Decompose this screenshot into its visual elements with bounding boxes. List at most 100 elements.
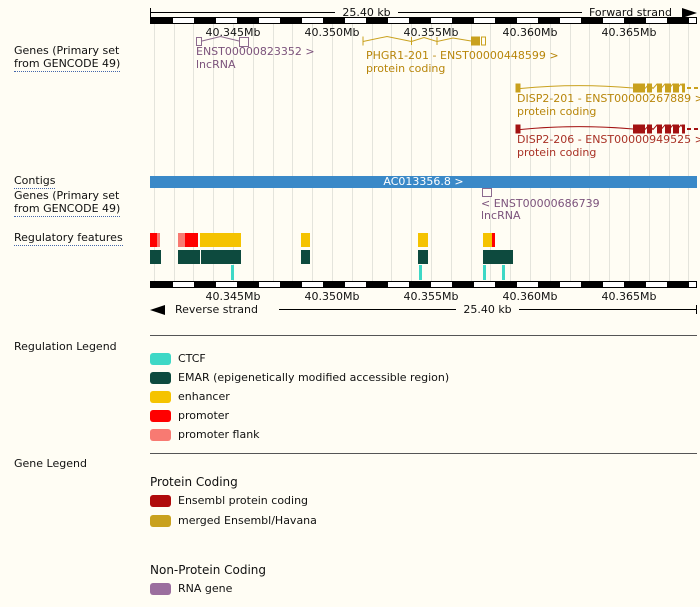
gene-label-id[interactable]: DISP2-206 - ENST00000949525 > (517, 133, 700, 146)
gene-label-id[interactable]: PHGR1-201 - ENST00000448599 > (366, 49, 559, 62)
emar-swatch (150, 371, 171, 384)
track-label-line: Contigs (14, 174, 56, 189)
gene-track-canvas (196, 35, 699, 197)
track-label-genes-reverse[interactable]: Genes (Primary set from GENCODE 49) (14, 189, 121, 217)
regfeat-emar[interactable] (418, 250, 428, 264)
gene-legend-heading-nonprotein: Non-Protein Coding (150, 563, 267, 577)
tick-label: 40.355Mb (403, 290, 459, 303)
gridline (688, 24, 690, 281)
legend-label: EMAR (epigenetically modified accessible… (178, 371, 450, 384)
gene-label-biotype: lncRNA (481, 209, 521, 222)
top-tick-labels: 40.345Mb 40.350Mb 40.355Mb 40.360Mb 40.3… (0, 26, 700, 39)
regfeat-enhancer[interactable] (301, 233, 310, 247)
top-scale-bar (150, 17, 697, 24)
tick-label: 40.360Mb (502, 26, 558, 39)
legend-item-ctcf: CTCF (150, 352, 206, 365)
gridline (589, 24, 591, 281)
track-label-regulatory[interactable]: Regulatory features (14, 231, 123, 246)
ruler-line (397, 12, 582, 13)
legend-divider (150, 453, 697, 454)
track-label-genes-forward[interactable]: Genes (Primary set from GENCODE 49) (14, 44, 121, 72)
gene-label-id[interactable]: < ENST00000686739 (481, 197, 600, 210)
tick-label: 40.360Mb (502, 290, 558, 303)
bottom-ruler: Reverse strand 25.40 kb (150, 303, 698, 316)
gridline (213, 24, 215, 281)
bottom-scale-bar (150, 281, 697, 288)
gridline (510, 24, 512, 281)
enhancer-swatch (150, 390, 171, 403)
gridline (272, 24, 274, 281)
ruler-line (278, 309, 457, 310)
gridline (450, 24, 452, 281)
regfeat-promoter-flank[interactable] (178, 233, 185, 247)
legend-label: promoter flank (178, 428, 260, 441)
gridline (351, 24, 353, 281)
gene-label-id[interactable]: ENST00000823352 > (196, 45, 315, 58)
gridline (648, 24, 650, 281)
regfeat-promoter[interactable] (185, 233, 198, 247)
tick-label: 40.350Mb (304, 26, 360, 39)
regfeat-emar[interactable] (483, 250, 513, 264)
legend-item-promoter-flank: promoter flank (150, 428, 260, 441)
regfeat-promoter[interactable] (492, 233, 495, 247)
tick-label: 40.365Mb (601, 290, 657, 303)
gridline (252, 24, 254, 281)
regfeat-emar[interactable] (201, 250, 241, 264)
regfeat-ctcf[interactable] (502, 265, 505, 280)
regfeat-ctcf[interactable] (419, 265, 422, 280)
scale-length-label: 25.40 kb (463, 303, 512, 316)
ruler-left-tick (150, 8, 151, 17)
track-label-line: Regulatory features (14, 231, 123, 246)
track-label-line: from GENCODE 49) (14, 202, 121, 217)
gene-DISP2-206[interactable] (515, 124, 699, 134)
legend-label: enhancer (178, 390, 230, 403)
regfeat-enhancer[interactable] (483, 233, 492, 247)
forward-strand-label: Forward strand (589, 6, 672, 19)
legend-item-rna-gene: RNA gene (150, 582, 232, 595)
gridline (609, 24, 611, 281)
regfeat-enhancer[interactable] (200, 233, 241, 247)
gridline (629, 24, 630, 281)
scale-length-label: 25.40 kb (342, 6, 391, 19)
regfeat-enhancer[interactable] (418, 233, 428, 247)
legend-item-emar: EMAR (epigenetically modified accessible… (150, 371, 449, 384)
gridline (668, 24, 670, 281)
regfeat-ctcf[interactable] (231, 265, 234, 280)
gene-ENST00000686739[interactable] (482, 188, 492, 197)
track-label-contigs[interactable]: Contigs (14, 174, 56, 189)
gene-ENST00000823352[interactable] (196, 35, 249, 47)
regfeat-emar[interactable] (150, 250, 161, 264)
gene-label-biotype: protein coding (366, 62, 446, 75)
tick-label: 40.365Mb (601, 26, 657, 39)
gridline (153, 24, 155, 281)
gene-PHGR1-201[interactable] (362, 35, 486, 46)
regfeat-emar[interactable] (178, 250, 200, 264)
legend-label: Ensembl protein coding (178, 494, 309, 507)
ruler-line (518, 309, 697, 310)
ruler-line (151, 12, 336, 13)
gridline (371, 24, 373, 281)
contig-name: AC013356.8 > (383, 175, 464, 188)
promoter-swatch (150, 409, 171, 422)
gridline (312, 24, 314, 281)
gene-legend-heading-protein: Protein Coding (150, 475, 238, 489)
contig-bar[interactable]: AC013356.8 > (150, 176, 697, 188)
legend-item-ensembl-protein-coding: Ensembl protein coding (150, 494, 308, 507)
gridline (411, 24, 413, 281)
regfeat-promoter[interactable] (150, 233, 157, 247)
legend-label: CTCF (178, 352, 206, 365)
gridline (549, 24, 551, 281)
gene-label-id[interactable]: DISP2-201 - ENST00000267889 > (517, 92, 700, 105)
regfeat-ctcf[interactable] (483, 265, 486, 280)
gene-DISP2-201[interactable] (515, 83, 699, 93)
gridline (332, 24, 333, 281)
tick-label: 40.345Mb (205, 26, 261, 39)
reverse-strand-arrow-icon (150, 304, 165, 315)
gridline (391, 24, 393, 281)
regfeat-emar[interactable] (301, 250, 310, 264)
track-label-line: from GENCODE 49) (14, 57, 121, 72)
rna-gene-swatch (150, 582, 171, 595)
legend-label: promoter (178, 409, 230, 422)
regfeat-promoter-flank[interactable] (157, 233, 160, 247)
gridline (569, 24, 571, 281)
